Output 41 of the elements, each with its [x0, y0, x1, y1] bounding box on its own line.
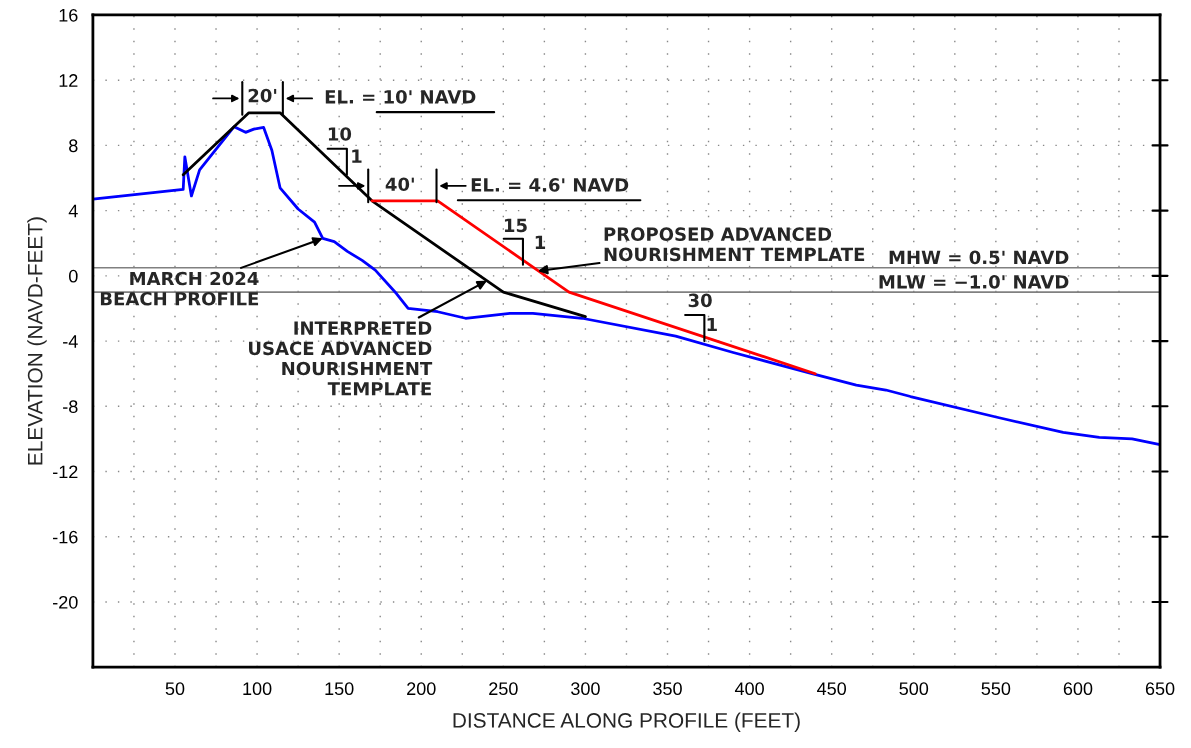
x-tick-label: 600	[1063, 682, 1093, 696]
x-tick-label: 450	[817, 682, 847, 696]
x-tick-label: 500	[899, 682, 929, 696]
annotation: MARCH 2024 BEACH PROFILE	[100, 271, 259, 306]
x-tick-label: 100	[243, 682, 272, 696]
y-tick-label: -8	[63, 400, 78, 414]
y-tick-label: 4	[68, 204, 78, 218]
annotation: 30	[688, 293, 712, 308]
annotation: INTERPRETED USACE ADVANCED NOURISHMENT TEMPLATE	[249, 321, 433, 396]
y-tick-label: -4	[63, 335, 78, 348]
y-tick-label: -16	[53, 530, 78, 544]
annotation: 1	[535, 235, 546, 249]
annotation: 10	[328, 127, 352, 141]
x-tick-label: 200	[407, 682, 436, 696]
x-tick-label: 650	[1145, 682, 1175, 696]
ref-line-label: MLW = −1.0' NAVD	[879, 275, 1069, 289]
y-tick-label: -12	[53, 465, 78, 479]
y-tick-label: -20	[53, 595, 78, 609]
x-tick-label: 50	[165, 682, 185, 696]
x-tick-label: 550	[981, 682, 1011, 696]
x-axis-title: DISTANCE ALONG PROFILE (FEET)	[453, 712, 800, 732]
y-tick-label: 12	[59, 74, 78, 87]
x-tick-label: 150	[325, 682, 354, 696]
line-series	[92, 125, 1161, 447]
y-tick-label: 8	[69, 139, 78, 153]
x-tick-label: 250	[489, 682, 518, 696]
x-tick-label: 300	[571, 682, 600, 696]
annotation: 15	[504, 218, 527, 233]
annotation: 20'	[248, 88, 277, 103]
annotation: 1	[707, 317, 717, 332]
annotation: EL. = 10' NAVD	[325, 90, 476, 104]
x-tick-label: 400	[734, 682, 764, 696]
y-tick-label: 0	[68, 269, 78, 283]
annotation: 40'	[385, 177, 414, 192]
y-axis-title: ELEVATION (NAVD-FEET)	[27, 217, 47, 465]
ref-line-label: MHW = 0.5' NAVD	[889, 250, 1069, 265]
annotation: EL. = 4.6' NAVD	[471, 178, 629, 192]
x-tick-label: 350	[653, 682, 682, 696]
y-tick-label: 16	[59, 8, 78, 22]
annotation: PROPOSED ADVANCED NOURISHMENT TEMPLATE	[604, 227, 865, 262]
annotation: 1	[352, 149, 362, 163]
